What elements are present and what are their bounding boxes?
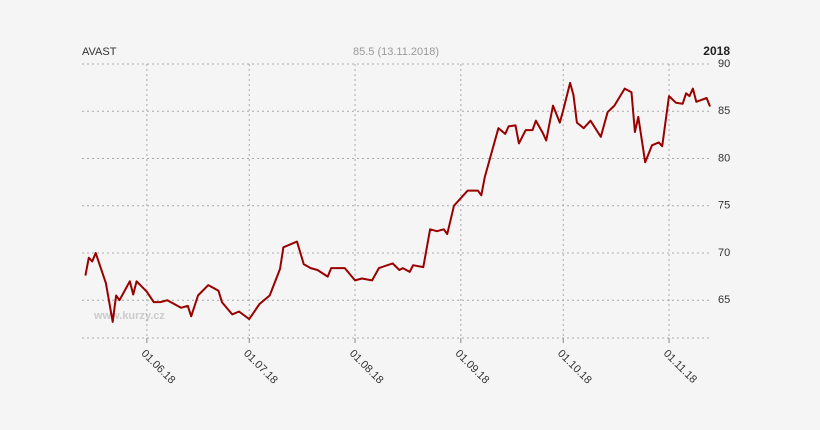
y-tick-label: 70 (718, 247, 730, 259)
price-line (84, 81, 711, 323)
year-label: 2018 (703, 44, 730, 58)
y-tick-label: 80 (718, 152, 730, 164)
chart-subtitle: 85.5 (13.11.2018) (353, 46, 439, 58)
y-tick-label: 85 (718, 105, 730, 117)
y-tick-label: 75 (718, 200, 730, 212)
chart-title: AVAST (82, 46, 117, 58)
y-tick-label: 65 (718, 294, 730, 306)
watermark: www.kurzy.cz (93, 310, 165, 322)
y-tick-label: 90 (718, 58, 730, 70)
